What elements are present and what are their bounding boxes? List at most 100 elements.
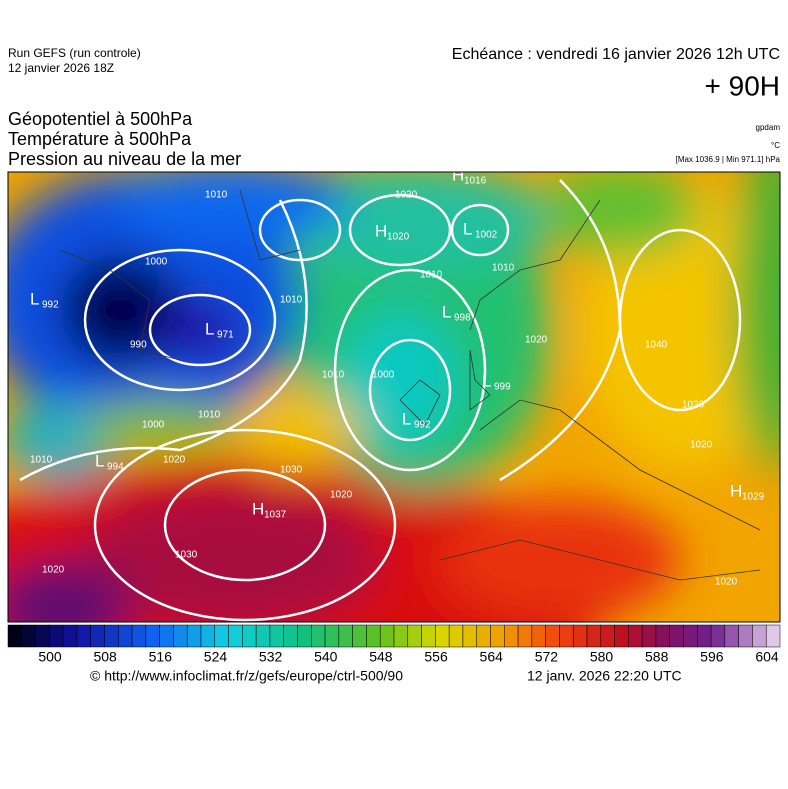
- colorbar-swatch: [338, 624, 353, 648]
- colorbar-swatch: [173, 624, 188, 648]
- colorbar-label: 572: [535, 649, 559, 665]
- isobar: [258, 198, 342, 262]
- source-url: © http://www.infoclimat.fr/z/gefs/europe…: [90, 668, 403, 684]
- center-value: 992: [42, 300, 59, 311]
- center-value: 1016: [464, 176, 487, 187]
- isobar-label: 1020: [42, 565, 65, 576]
- isobar: [93, 428, 397, 622]
- run-name: Run GEFS (run controle): [8, 46, 141, 60]
- colorbar-swatch: [545, 624, 560, 648]
- colorbar-swatch: [228, 624, 243, 648]
- isobar-label: 1010: [280, 295, 303, 306]
- colorbar-swatch: [628, 624, 643, 648]
- isobar: [19, 199, 308, 482]
- coastline: [399, 349, 491, 426]
- colorbar-swatch: [145, 624, 160, 648]
- center-value: 992: [414, 420, 431, 431]
- field-1: Géopotentiel à 500hPa: [8, 109, 193, 129]
- center-value: 1029: [742, 492, 765, 503]
- colorbar-swatch: [159, 624, 174, 648]
- colorbar-label: 548: [369, 649, 393, 665]
- warm-core: [80, 490, 380, 622]
- colorbar-swatch: [407, 624, 422, 648]
- colorbar-swatch: [379, 624, 395, 648]
- unit-geopotential: gpdam: [756, 123, 781, 132]
- colorbar-swatch: [738, 624, 753, 648]
- colorbar-label: 588: [645, 649, 669, 665]
- colorbar-swatch: [104, 624, 119, 648]
- colorbar-swatch: [255, 624, 271, 648]
- cold-core-2: [160, 300, 240, 360]
- isobar-label: 1020: [690, 440, 713, 451]
- center-value: 1002: [475, 230, 498, 241]
- isobar-label: 1040: [645, 340, 668, 351]
- colorbar-swatch: [393, 624, 409, 648]
- colorbar-swatch: [366, 624, 381, 648]
- lead-time: + 90H: [705, 70, 781, 101]
- center-letter: H: [252, 499, 264, 518]
- coastlines: [59, 189, 761, 581]
- isobar: [499, 179, 622, 482]
- colorbar-label: 564: [480, 649, 504, 665]
- colorbar-swatch: [186, 624, 202, 648]
- isobar-labels: 1010 1020 1000 1010 1010 1010 1000 1010 1020 1040…: [30, 190, 738, 588]
- green-north: [540, 172, 700, 255]
- colorbar-swatch: [214, 624, 229, 648]
- yellow-zone: [580, 190, 780, 470]
- center-letter: H: [730, 481, 742, 500]
- isobar-label: 1030: [175, 550, 198, 561]
- coastline: [59, 189, 301, 361]
- isobar: [148, 293, 252, 367]
- colorbar-swatch: [586, 624, 602, 648]
- colorbar-swatch: [7, 624, 23, 648]
- isobar-label: 1020: [163, 455, 186, 466]
- center-value: 1020: [387, 232, 410, 243]
- isobar-label: 1020: [330, 490, 353, 501]
- colorbar-swatch: [476, 624, 491, 648]
- colorbar-swatch: [641, 624, 657, 648]
- center-letter: L: [482, 371, 491, 390]
- green-east: [735, 172, 780, 470]
- center-letter: H: [375, 221, 387, 240]
- isobar-label: 1020: [525, 335, 548, 346]
- green-west: [80, 400, 240, 450]
- isobar-label: 1000: [142, 420, 165, 431]
- pressure-range: [Max 1036.9 | Min 971.1] hPa: [676, 155, 781, 164]
- yellow-west: [240, 390, 360, 470]
- colorbar-swatch: [683, 624, 698, 648]
- colorbar-label: 508: [93, 649, 117, 665]
- colorbar-swatch: [669, 624, 684, 648]
- isobar: [450, 203, 510, 257]
- isobar-label: 1010: [492, 263, 515, 274]
- isobar-label: 1010: [420, 270, 443, 281]
- colorbar-swatch: [559, 624, 574, 648]
- colorbar-swatch: [435, 624, 450, 648]
- colorbar-swatch: [710, 624, 726, 648]
- colorbar-swatch: [765, 624, 781, 648]
- isobar-label: 1020: [715, 577, 738, 588]
- colorbar-label: 524: [204, 649, 228, 665]
- isobar: [333, 268, 487, 472]
- colorbar-label: 556: [424, 649, 448, 665]
- colorbar-swatch: [200, 624, 216, 648]
- colorbar-swatch: [283, 624, 298, 648]
- colorbar-swatch: [531, 624, 546, 648]
- center-value: 999: [494, 382, 511, 393]
- center-value: 1037: [264, 510, 287, 521]
- colorbar-swatch: [504, 624, 519, 648]
- colorbar-swatch: [297, 624, 312, 648]
- isobar-label: 1000: [372, 370, 395, 381]
- colorbar-swatch: [118, 624, 133, 648]
- colorbar-swatch: [311, 624, 326, 648]
- coastline: [439, 199, 761, 581]
- forecast-time: Echéance : vendredi 16 janvier 2026 12h …: [452, 46, 780, 63]
- colorbar-swatch: [614, 624, 629, 648]
- isobar-label: 1010: [205, 190, 228, 201]
- colorbar-label: 516: [149, 649, 173, 665]
- colorbar-swatch: [49, 624, 64, 648]
- isobar: [163, 468, 327, 582]
